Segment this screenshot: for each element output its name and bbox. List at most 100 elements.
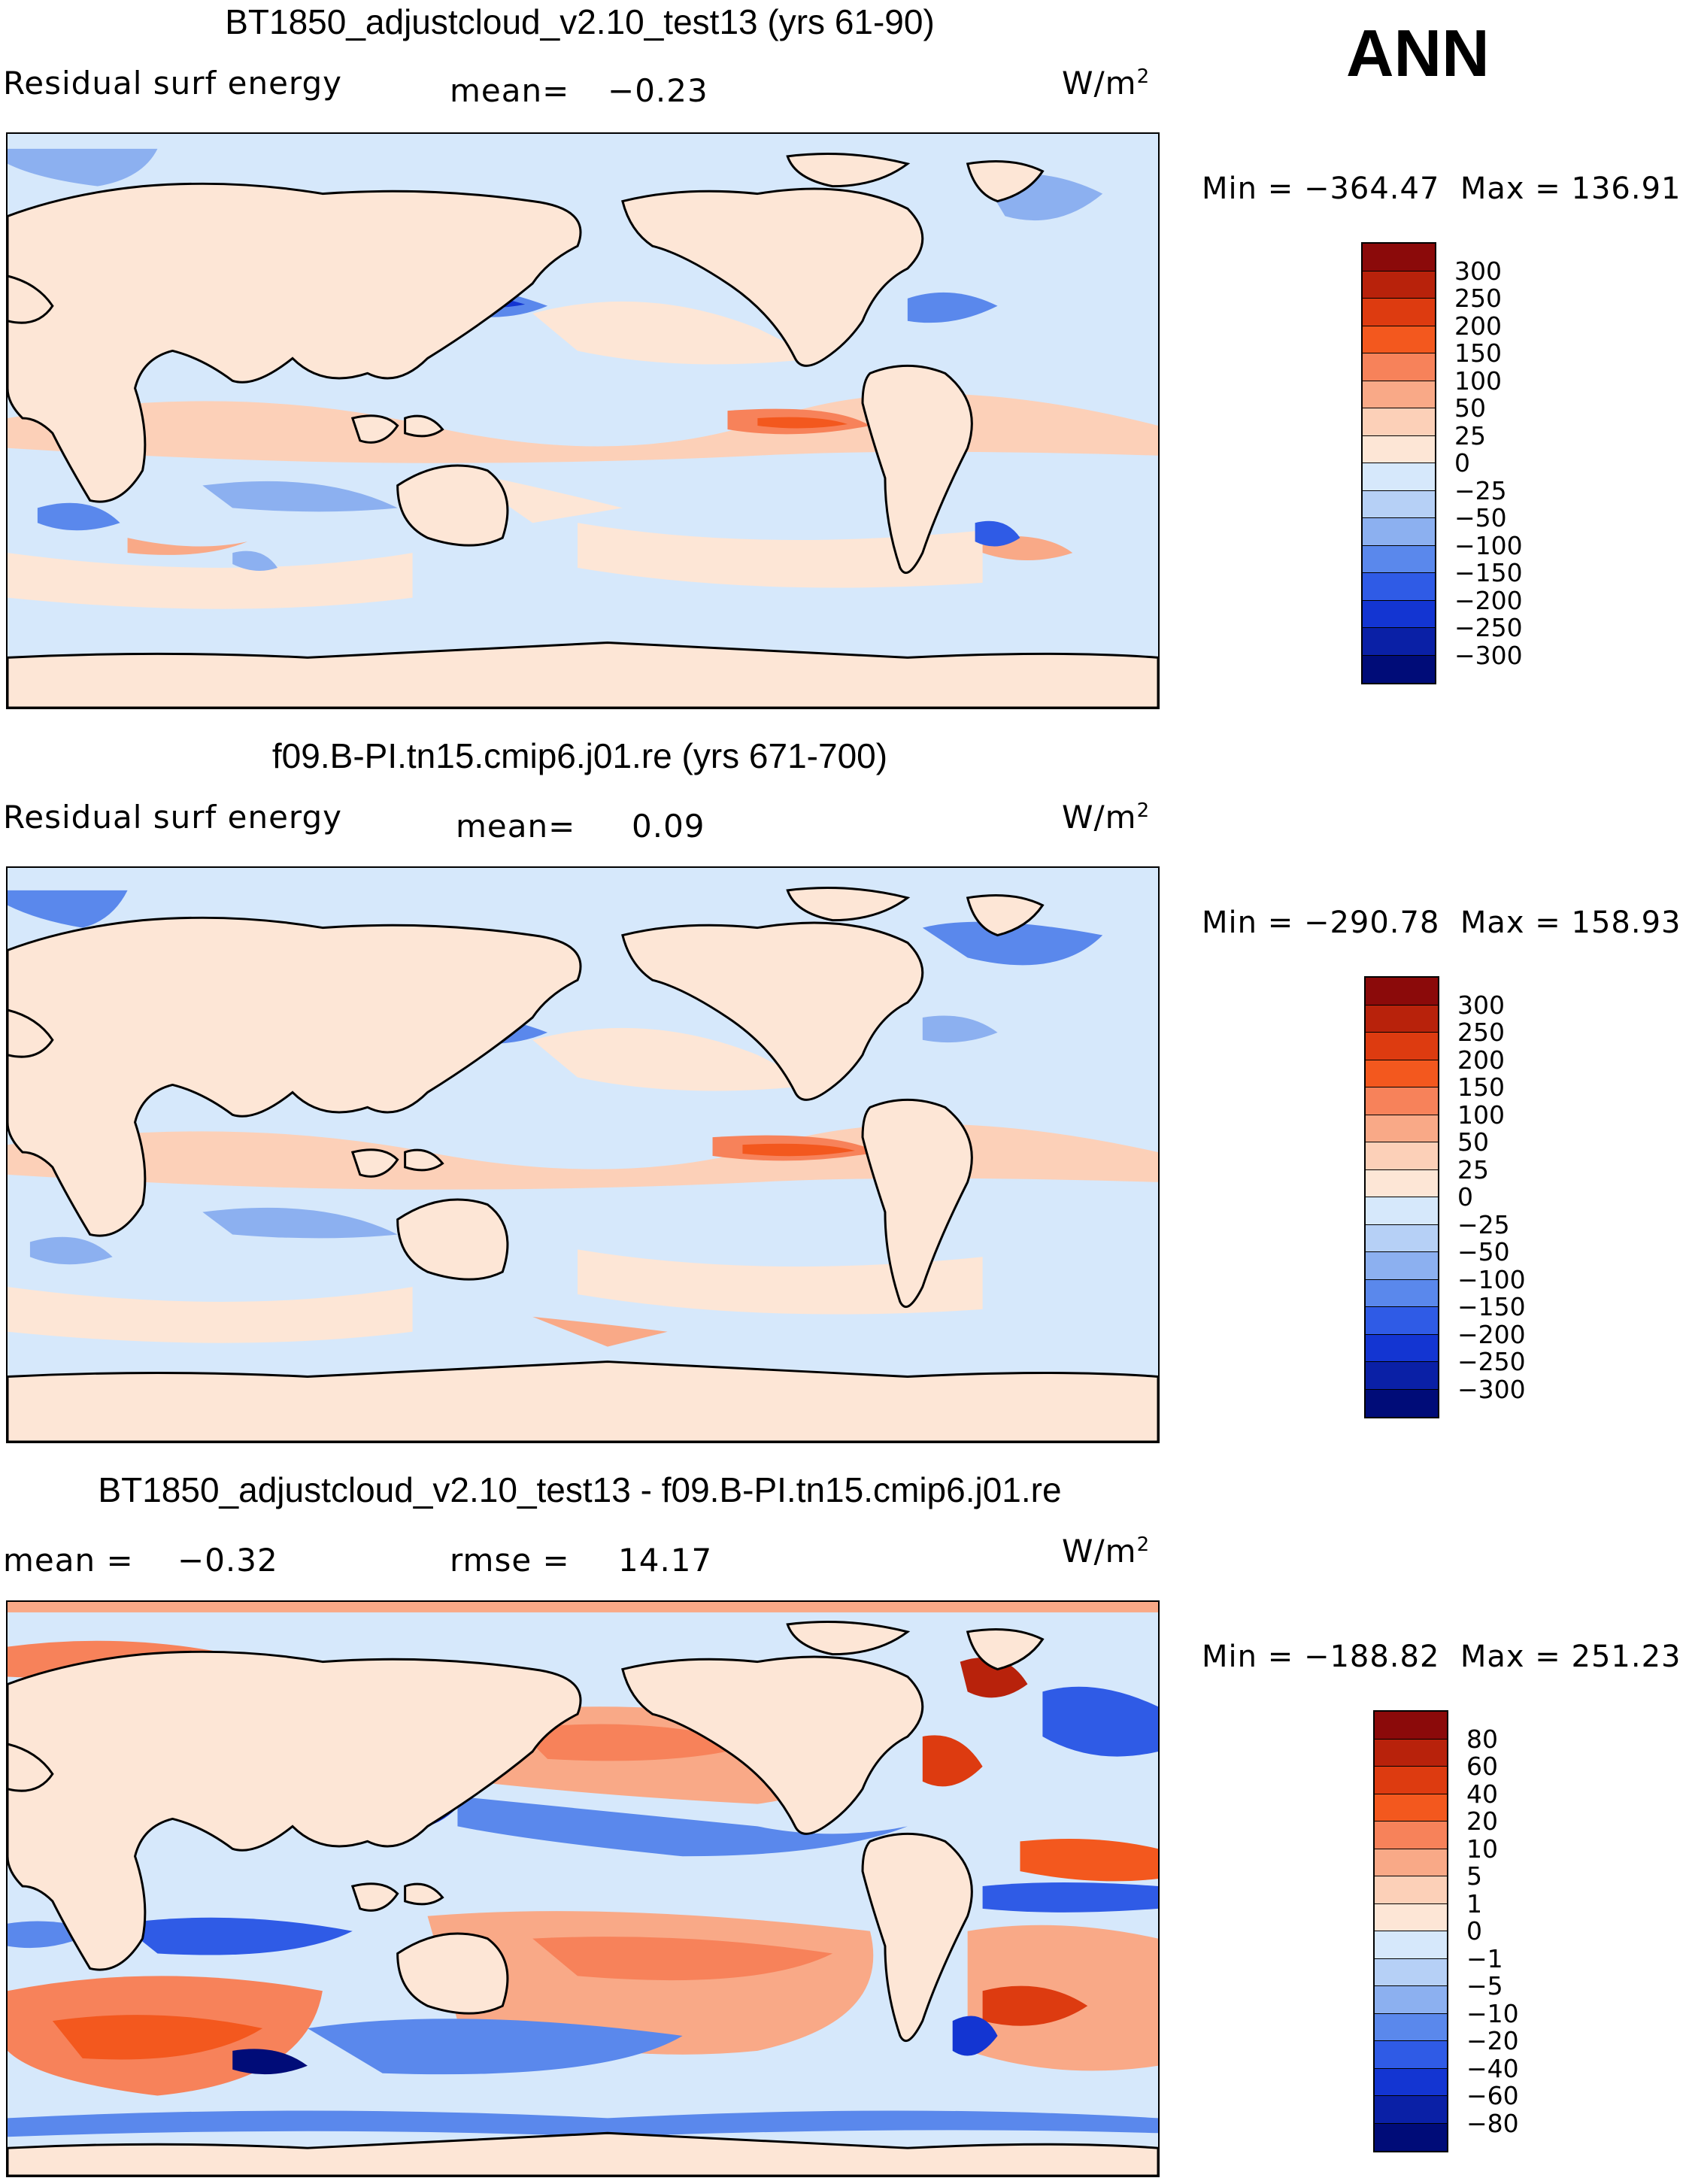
colorbar-panel2-cells xyxy=(1364,976,1439,1418)
panel1-map-svg xyxy=(8,134,1158,708)
panel1-mean-value: −0.23 xyxy=(608,72,708,109)
colorbar-label: −200 xyxy=(1454,585,1523,615)
colorbar-label: 10 xyxy=(1466,1834,1498,1864)
colorbar-label: 60 xyxy=(1466,1752,1498,1781)
colorbar-label: −5 xyxy=(1466,1971,1503,2000)
colorbar-swatch xyxy=(1375,1903,1447,1931)
panel2-mean-value: 0.09 xyxy=(632,808,705,845)
panel3-minmax: Min = −188.82 Max = 251.23 xyxy=(1202,1640,1681,1674)
colorbar-swatch xyxy=(1375,1794,1447,1822)
colorbar-swatch xyxy=(1363,518,1435,546)
colorbar-swatch xyxy=(1375,2013,1447,2041)
panel3-map-svg xyxy=(8,1602,1158,2176)
season-label: ANN xyxy=(1346,16,1490,90)
colorbar-label: 40 xyxy=(1466,1779,1498,1809)
panel2-mean-label: mean= xyxy=(456,808,576,845)
colorbar-swatch xyxy=(1366,1197,1438,1225)
colorbar-label: −100 xyxy=(1454,530,1523,560)
panel2-variable: Residual surf energy xyxy=(3,799,342,836)
colorbar-label: 1 xyxy=(1466,1888,1482,1919)
colorbar-label: 150 xyxy=(1457,1072,1505,1102)
colorbar-label: 150 xyxy=(1454,338,1502,368)
colorbar-swatch xyxy=(1366,1060,1438,1087)
colorbar-label: −60 xyxy=(1466,2081,1519,2110)
colorbar-label: −40 xyxy=(1466,2053,1519,2083)
panel3-mean-label: mean = xyxy=(3,1542,134,1579)
colorbar-swatch xyxy=(1375,1986,1447,2014)
colorbar-panel3-cells xyxy=(1373,1710,1448,2152)
colorbar-label: 250 xyxy=(1457,1018,1505,1047)
colorbar-swatch xyxy=(1363,299,1435,326)
colorbar-label: −20 xyxy=(1466,2026,1519,2055)
panel2-map xyxy=(6,866,1160,1443)
panel2-units: W/m2 xyxy=(1062,799,1151,836)
colorbar-label: 20 xyxy=(1466,1806,1498,1836)
panel1-minmax: Min = −364.47 Max = 136.91 xyxy=(1202,171,1681,206)
colorbar-swatch xyxy=(1366,1142,1438,1170)
colorbar-label: −80 xyxy=(1466,2108,1519,2138)
colorbar-label: −25 xyxy=(1454,475,1507,505)
colorbar-swatch xyxy=(1366,1389,1438,1417)
colorbar-label: −50 xyxy=(1457,1237,1510,1266)
colorbar-swatch xyxy=(1366,978,1438,1006)
colorbar-label: −10 xyxy=(1466,1998,1519,2028)
colorbar-swatch xyxy=(1363,271,1435,299)
panel1-mean-label: mean= xyxy=(450,72,570,109)
colorbar-label: 100 xyxy=(1457,1100,1505,1130)
colorbar-swatch xyxy=(1375,1767,1447,1794)
colorbar-swatch xyxy=(1375,1876,1447,1904)
colorbar-label: −25 xyxy=(1457,1209,1510,1239)
colorbar-label: 0 xyxy=(1457,1182,1473,1212)
colorbar-swatch xyxy=(1363,244,1435,271)
colorbar-swatch xyxy=(1363,326,1435,353)
colorbar-label: 300 xyxy=(1454,256,1502,286)
colorbar-swatch xyxy=(1363,600,1435,628)
colorbar-label: 50 xyxy=(1457,1127,1489,1157)
colorbar-swatch xyxy=(1375,1822,1447,1849)
colorbar-label: 200 xyxy=(1454,311,1502,341)
panel3-map xyxy=(6,1600,1160,2177)
colorbar-label: −250 xyxy=(1454,613,1523,642)
panel3-title: BT1850_adjustcloud_v2.10_test13 - f09.B-… xyxy=(98,1470,1062,1509)
colorbar-swatch xyxy=(1363,408,1435,436)
colorbar-swatch xyxy=(1363,353,1435,381)
colorbar-label: 0 xyxy=(1454,448,1470,478)
colorbar-label: 300 xyxy=(1457,990,1505,1020)
colorbar-swatch xyxy=(1375,2123,1447,2151)
colorbar-label: −300 xyxy=(1457,1374,1526,1404)
colorbar-label: −200 xyxy=(1457,1319,1526,1349)
colorbar-label: −300 xyxy=(1454,640,1523,670)
panel2-map-svg xyxy=(8,868,1158,1442)
colorbar-swatch xyxy=(1375,1849,1447,1876)
colorbar-swatch xyxy=(1363,628,1435,656)
panel1-units: W/m2 xyxy=(1062,65,1151,102)
panel3-rmse-value: 14.17 xyxy=(618,1542,713,1579)
colorbar-swatch xyxy=(1366,1087,1438,1115)
colorbar-label: 25 xyxy=(1454,420,1486,450)
colorbar-swatch xyxy=(1375,2041,1447,2069)
panel2-title: f09.B-PI.tn15.cmip6.j01.re (yrs 671-700) xyxy=(271,736,888,775)
colorbar-label: 0 xyxy=(1466,1916,1482,1946)
colorbar-swatch xyxy=(1363,490,1435,518)
panel1-variable: Residual surf energy xyxy=(3,65,342,102)
colorbar-swatch xyxy=(1366,1362,1438,1390)
colorbar-label: −150 xyxy=(1454,558,1523,587)
colorbar-swatch xyxy=(1366,1279,1438,1307)
colorbar-swatch xyxy=(1375,2068,1447,2096)
colorbar-label: 250 xyxy=(1454,284,1502,313)
colorbar-swatch xyxy=(1375,1958,1447,1986)
panel3-rmse-label: rmse = xyxy=(450,1542,570,1579)
colorbar-label: −50 xyxy=(1454,503,1507,532)
colorbar-swatch xyxy=(1363,381,1435,408)
colorbar-swatch xyxy=(1366,1005,1438,1033)
colorbar-swatch xyxy=(1363,463,1435,491)
panel2-minmax: Min = −290.78 Max = 158.93 xyxy=(1202,905,1681,940)
colorbar-swatch xyxy=(1366,1115,1438,1142)
colorbar-swatch xyxy=(1375,1712,1447,1740)
colorbar-swatch xyxy=(1375,1739,1447,1767)
colorbar-label: 200 xyxy=(1457,1045,1505,1075)
panel3-mean-value: −0.32 xyxy=(177,1542,278,1579)
colorbar-swatch xyxy=(1363,435,1435,463)
colorbar-label: 50 xyxy=(1454,393,1486,423)
colorbar-label: −250 xyxy=(1457,1347,1526,1376)
